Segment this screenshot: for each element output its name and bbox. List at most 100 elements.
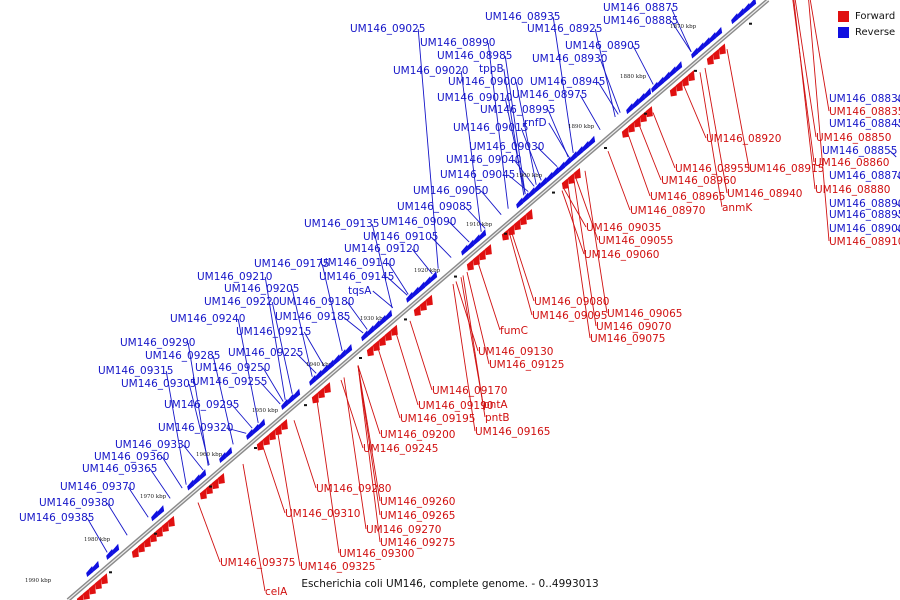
reverse-gene-arrow [379, 314, 387, 326]
reverse-gene-arrow [287, 393, 295, 405]
forward-gene-arrow [484, 244, 492, 256]
leader-line [264, 276, 286, 400]
reverse-gene-label: UM146_09215 [236, 326, 311, 338]
leader-line [291, 288, 313, 377]
leader-line [794, 0, 817, 138]
forward-gene-label: UM146_09035 [586, 222, 661, 234]
reverse-gene-label: UM146_09320 [158, 422, 233, 434]
reverse-gene-arrow [309, 374, 317, 386]
leader-line [197, 502, 221, 563]
reverse-gene-arrow [651, 81, 659, 93]
forward-gene-label: UM146_08960 [661, 175, 736, 187]
leader-line [597, 81, 619, 115]
reverse-gene-arrow [199, 469, 207, 481]
forward-gene-arrow [675, 80, 683, 92]
forward-gene-arrow [211, 478, 219, 490]
forward-gene-arrow [507, 224, 515, 236]
leader-line [340, 379, 364, 449]
reverse-gene-label: UM146_09185 [275, 311, 350, 323]
gene-marker [154, 532, 157, 535]
forward-gene-arrow [567, 172, 575, 184]
leader-line [889, 150, 897, 158]
genome-caption: Escherichia coli UM146, complete genome.… [301, 578, 599, 590]
reverse-gene-arrow [187, 479, 195, 491]
reverse-gene-label: UM146_09315 [98, 365, 173, 377]
reverse-gene-label: UM146_08945 [530, 76, 605, 88]
forward-gene-label: UM146_09270 [366, 524, 441, 536]
leader-line [271, 301, 293, 394]
leader-line [106, 502, 128, 536]
forward-gene-arrow [425, 294, 433, 306]
leader-line [792, 0, 815, 163]
leader-line [295, 352, 317, 374]
forward-gene-arrow [366, 345, 374, 357]
forward-gene-arrow [161, 520, 169, 532]
kbp-tick-label: 1950 kbp [252, 408, 279, 414]
forward-gene-label: UM146_08940 [727, 188, 802, 200]
reverse-gene-label: UM146_09380 [39, 497, 114, 509]
reverse-gene-arrow [345, 344, 353, 356]
forward-gene-arrow [100, 573, 108, 585]
forward-gene-arrow [317, 387, 325, 399]
forward-gene-arrow [419, 299, 427, 311]
reverse-gene-arrow [281, 398, 289, 410]
gene-marker [694, 69, 697, 72]
reverse-gene-label: UM146_09085 [397, 201, 472, 213]
leader-line [896, 203, 900, 208]
forward-gene-arrow [519, 214, 527, 226]
leader-line [161, 456, 183, 489]
forward-gene-arrow [472, 254, 480, 266]
leader-line [808, 0, 830, 242]
forward-gene-label: UM146_08955 [675, 163, 750, 175]
reverse-gene-label: UM146_09180 [279, 296, 354, 308]
leader-line [387, 262, 409, 295]
leader-line [896, 98, 900, 103]
forward-gene-label: UM146_09265 [380, 510, 455, 522]
reverse-gene-label: UM146_09045 [440, 169, 515, 181]
reverse-gene-label: UM146_09365 [82, 463, 157, 475]
forward-gene-arrow [633, 116, 641, 128]
leader-line [346, 301, 368, 330]
reverse-gene-label: UM146_08885 [603, 15, 678, 27]
reverse-gene-arrow [258, 418, 266, 430]
forward-gene-arrow [681, 75, 689, 87]
reverse-gene-arrow [638, 92, 646, 104]
leader-line [726, 49, 750, 169]
leader-line [372, 290, 394, 308]
leader-line [462, 275, 486, 418]
leader-line [584, 170, 608, 314]
reverse-gene-label: UM146_09135 [304, 218, 379, 230]
leader-line [357, 365, 381, 516]
kbp-tick-label: 1880 kbp [620, 74, 647, 80]
leader-line [212, 355, 234, 445]
reverse-gene-arrow [632, 98, 640, 110]
forward-gene-arrow [262, 434, 270, 446]
forward-gene-arrow [76, 593, 84, 600]
leader-line [552, 16, 574, 154]
forward-gene-label: UM146_09195 [400, 413, 475, 425]
leader-line [395, 332, 419, 406]
reverse-gene-label: UM146_08895 [829, 209, 900, 221]
forward-gene-label: UM146_09060 [584, 249, 659, 261]
forward-gene-label: UM146_08835 [829, 106, 900, 118]
reverse-gene-label: UM146_09220 [204, 296, 279, 308]
leader-line [226, 427, 247, 434]
forward-gene-arrow [384, 329, 392, 341]
reverse-gene-arrow [743, 2, 751, 14]
reverse-gene-label: rnfD [524, 117, 547, 129]
reverse-gene-arrow [112, 543, 120, 555]
forward-gene-label: UM146_09190 [418, 400, 493, 412]
leader-line [809, 0, 830, 112]
forward-gene-label: UM146_09055 [598, 235, 673, 247]
forward-gene-label: UM146_08880 [815, 184, 890, 196]
leader-line [377, 348, 401, 419]
forward-gene-arrow [199, 488, 207, 500]
leader-line [466, 271, 490, 365]
leader-line [896, 214, 900, 219]
forward-gene-label: UM146_09170 [432, 385, 507, 397]
leader-line [793, 0, 816, 190]
reverse-gene-arrow [219, 452, 227, 464]
reverse-gene-label: UM146_08905 [565, 40, 640, 52]
reverse-gene-label: UM146_08930 [532, 53, 607, 65]
